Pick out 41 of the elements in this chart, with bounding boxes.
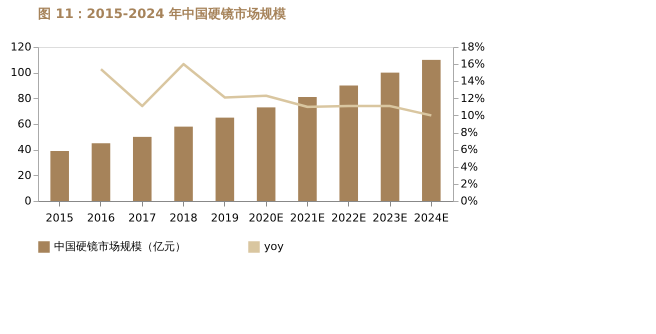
y2-tick-label: 2% [460,177,478,190]
legend-label: 中国硬镜市场规模（亿元） [54,240,186,253]
bar [216,118,234,201]
y2-tick-label: 16% [460,58,485,71]
y-tick-label: 0 [24,194,32,208]
bar [422,60,441,201]
bar [256,107,276,201]
y-tick-label: 20 [18,168,32,182]
y2-tick-label: 12% [460,92,485,105]
y2-tick-label: 4% [460,160,478,174]
x-tick-label: 2016 [86,212,115,224]
bar [174,126,193,201]
line-series [100,62,433,117]
x-tick-label: 2020E [248,212,284,224]
x-tick-label: 2022E [331,212,366,224]
bar [132,136,152,201]
y-tick-label: 60 [18,118,32,130]
y-tick-label: 40 [18,143,32,156]
x-tick-label: 2023E [372,212,408,224]
x-tick-label: 2021E [290,212,325,224]
bar [92,143,110,201]
bar [380,72,400,201]
x-tick-label: 2015 [46,212,74,224]
legend-label: yoy [264,240,284,253]
x-tick-label: 2019 [210,212,239,224]
chart-title: 图 11：2015-2024 年中国硬镜市场规模 [38,6,286,22]
y-tick-label: 120 [10,40,32,54]
y2-tick-label: 14% [460,74,485,88]
y2-tick-label: 10% [460,108,485,122]
x-tick-label: 2017 [128,212,156,224]
bar [298,97,317,201]
bar [50,150,69,201]
y2-tick-label: 6% [460,143,478,156]
x-tick-label: 2024E [414,212,449,224]
x-tick-label: 2018 [170,212,198,224]
bar [339,86,358,201]
y2-tick-label: 0% [460,194,478,208]
y-tick-label: 100 [10,66,32,80]
y2-tick-label: 18% [460,40,485,54]
y2-tick-label: 8% [460,126,478,140]
y-tick-label: 80 [18,92,32,105]
